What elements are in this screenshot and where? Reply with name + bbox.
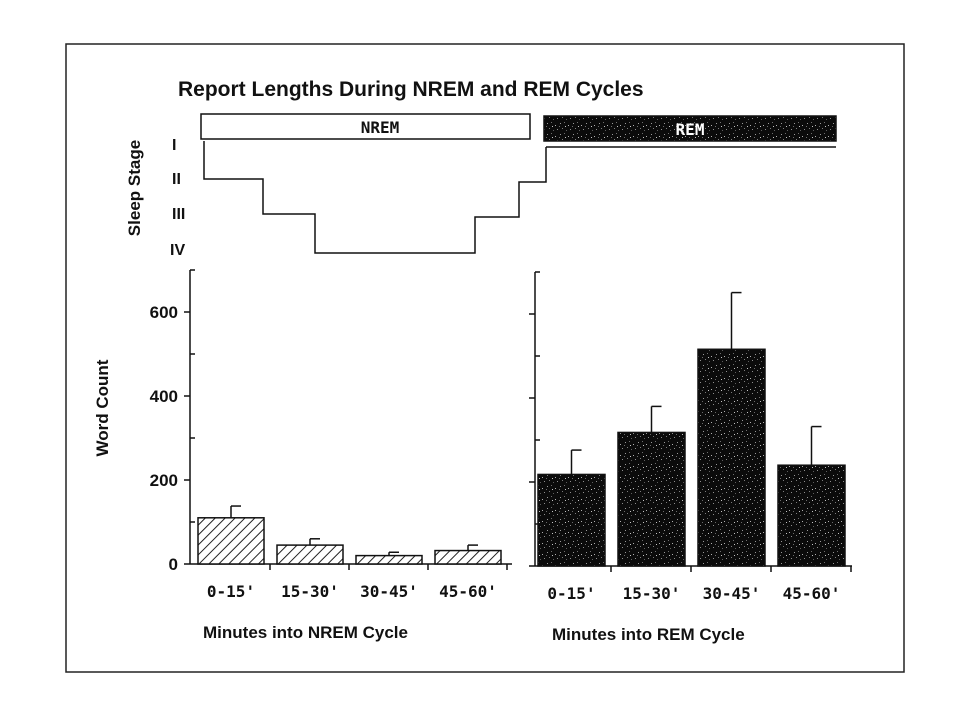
nrem-x-tick-label-1: 0-15' (207, 582, 255, 601)
nrem-phase-label: NREM (361, 118, 400, 137)
nrem-bar-2 (276, 544, 344, 565)
nrem-phase-bar (200, 113, 531, 140)
stage-label-4: IV (170, 242, 185, 259)
y-axis-label: Word Count (93, 359, 112, 456)
sleep-stage-axis-label: Sleep Stage (125, 140, 144, 236)
rem-x-tick-label-2: 15-30' (623, 584, 681, 603)
rem-bar-3 (697, 348, 766, 567)
nrem-bar-panel: 0 200 400 600 0-15' 15-30' 30-45' 45-60' Minut… (150, 269, 512, 642)
rem-bar-4 (777, 464, 846, 567)
stage-label-3: III (172, 206, 185, 223)
rem-x-tick-label-3: 30-45' (703, 584, 761, 603)
rem-bar-panel: 0-15' 15-30' 30-45' 45-60' Minutes into REM… (529, 271, 852, 644)
figure-frame (65, 43, 905, 673)
nrem-bar-4 (434, 549, 502, 565)
y-tick-label-0: 0 (169, 555, 178, 574)
nrem-x-tick-label-3: 30-45' (360, 582, 418, 601)
stage-label-1: I (172, 137, 176, 154)
rem-x-tick-label-4: 45-60' (783, 584, 841, 603)
y-tick-label-200: 200 (150, 471, 178, 490)
y-tick-label-400: 400 (150, 387, 178, 406)
y-tick-label-600: 600 (150, 303, 178, 322)
nrem-x-axis-label: Minutes into NREM Cycle (203, 623, 408, 642)
chart-title: Report Lengths During NREM and REM Cycle… (178, 78, 644, 101)
nrem-x-tick-label-2: 15-30' (281, 582, 339, 601)
hypnogram-line (203, 141, 547, 254)
rem-x-axis-label: Minutes into REM Cycle (552, 625, 745, 644)
nrem-x-tick-label-4: 45-60' (439, 582, 497, 601)
stage-label-2: II (172, 171, 181, 188)
rem-phase-label: REM (676, 120, 705, 139)
rem-bar-1 (537, 473, 606, 567)
rem-bar-2 (617, 431, 686, 567)
sleep-stage-panel: NREM REM Sleep Stage I II III IV (125, 113, 837, 259)
nrem-bar-3 (355, 554, 423, 565)
nrem-bar-1 (197, 517, 265, 565)
rem-x-tick-label-1: 0-15' (547, 584, 595, 603)
rem-phase-bar (543, 115, 837, 142)
